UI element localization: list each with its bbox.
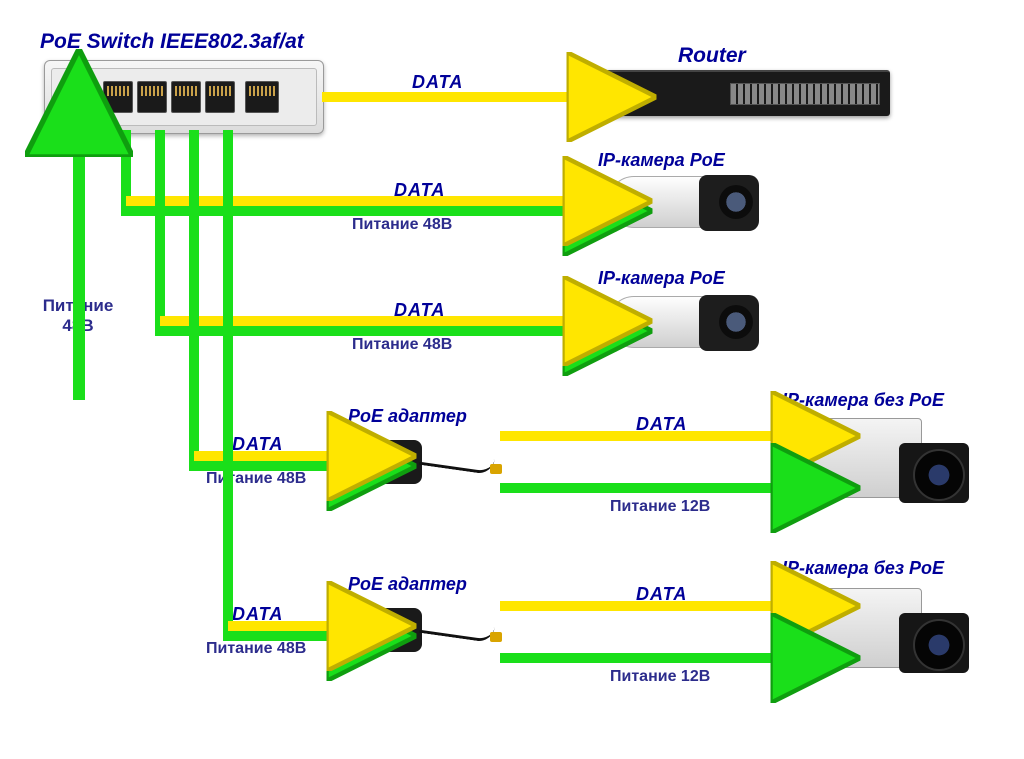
router-device <box>590 70 890 116</box>
adapter-jack-icon <box>490 464 502 474</box>
camera-lens-icon <box>699 295 759 351</box>
power48-label-ad1: Питание 48В <box>206 470 306 488</box>
switch-port-3 <box>171 81 201 113</box>
adapter-1-label: PoE адаптер <box>348 406 467 427</box>
router-label: Router <box>678 44 746 68</box>
switch-port-1 <box>103 81 133 113</box>
ip-camera-poe-2 <box>582 278 762 368</box>
poe-switch: PoE-Link <box>44 60 324 134</box>
switch-uplink-port <box>245 81 279 113</box>
adapter-2-label: PoE адаптер <box>348 574 467 595</box>
adapter-body-icon <box>346 440 422 484</box>
data-label-cam2: DATA <box>394 300 445 321</box>
power48-label-cam1: Питание 48В <box>352 216 452 234</box>
switch-logo-text: PoE-Link <box>58 92 95 102</box>
switch-faceplate: PoE-Link <box>51 68 317 126</box>
cam-nopoe-2-label: IP-камера без PoE <box>782 558 944 579</box>
switch-title-label: PoE Switch IEEE802.3af/at <box>40 30 304 54</box>
data-label-uplink: DATA <box>412 72 463 93</box>
data-label-ad2-out: DATA <box>636 584 687 605</box>
cam-poe-2-label: IP-камера PoE <box>598 268 725 289</box>
poe-adapter-2 <box>346 594 496 664</box>
power12-label-1: Питание 12В <box>610 498 710 516</box>
adapter-cable-icon <box>419 449 495 475</box>
power48-label-cam2: Питание 48В <box>352 336 452 354</box>
boxcam-lens-icon <box>899 613 969 673</box>
switch-port-4 <box>205 81 235 113</box>
ip-camera-nopoe-2 <box>792 572 972 682</box>
boxcam-body-icon <box>792 418 922 498</box>
data-label-cam1: DATA <box>394 180 445 201</box>
data-label-ad2: DATA <box>232 604 283 625</box>
adapter-body-icon <box>346 608 422 652</box>
power12-label-2: Питание 12В <box>610 668 710 686</box>
boxcam-body-icon <box>792 588 922 668</box>
power-in-label-text: Питание 48В <box>43 296 114 335</box>
arrow-power-ad1 <box>194 130 334 466</box>
data-label-ad1-out: DATA <box>636 414 687 435</box>
boxcam-lens-icon <box>899 443 969 503</box>
poe-adapter-1 <box>346 426 496 496</box>
camera-body-icon <box>608 176 758 228</box>
adapter-cable-icon <box>419 617 495 643</box>
ip-camera-poe-1 <box>582 158 762 248</box>
ip-camera-nopoe-1 <box>792 402 972 512</box>
adapter-jack-icon <box>490 632 502 642</box>
router-ports <box>730 83 880 105</box>
camera-body-icon <box>608 296 758 348</box>
power-in-label: Питание 48В <box>38 296 118 336</box>
cam-poe-1-label: IP-камера PoE <box>598 150 725 171</box>
data-label-ad1: DATA <box>232 434 283 455</box>
switch-port-2 <box>137 81 167 113</box>
cam-nopoe-1-label: IP-камера без PoE <box>782 390 944 411</box>
arrow-power-cam1 <box>126 130 570 211</box>
power48-label-ad2: Питание 48В <box>206 640 306 658</box>
arrow-power-ad2 <box>228 130 334 636</box>
camera-lens-icon <box>699 175 759 231</box>
